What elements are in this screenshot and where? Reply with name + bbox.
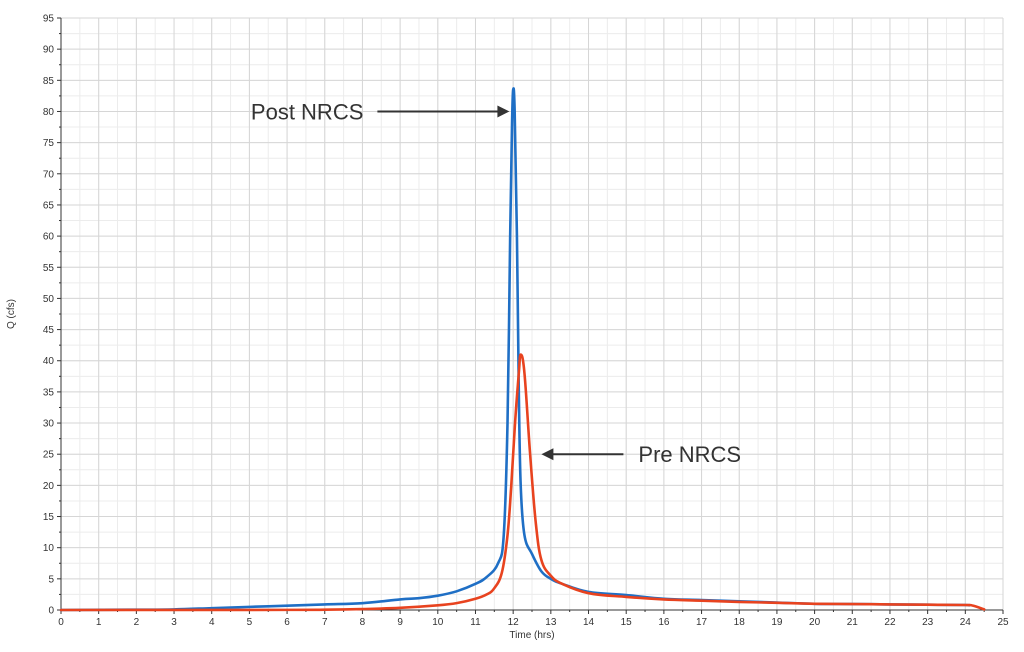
y-tick-label: 30	[43, 419, 55, 430]
x-tick-label: 23	[922, 617, 934, 628]
y-tick-label: 40	[43, 356, 55, 367]
x-tick-label: 6	[284, 617, 290, 628]
x-tick-label: 12	[508, 617, 520, 628]
x-tick-label: 16	[658, 617, 670, 628]
series-line-1	[59, 353, 986, 612]
x-tick-label: 14	[583, 617, 595, 628]
y-tick-label: 80	[43, 107, 55, 118]
y-tick-label: 35	[43, 387, 55, 398]
x-tick-label: 15	[621, 617, 633, 628]
x-tick-label: 4	[209, 617, 215, 628]
y-tick-label: 95	[43, 14, 55, 25]
y-tick-label: 0	[48, 606, 54, 617]
annotation-1: Pre NRCS	[541, 442, 741, 467]
annotation-label: Post NRCS	[251, 99, 363, 124]
annotation-arrowhead	[541, 448, 554, 461]
x-tick-label: 17	[696, 617, 708, 628]
y-tick-label: 75	[43, 138, 55, 149]
y-tick-label: 25	[43, 450, 55, 461]
x-tick-label: 7	[322, 617, 328, 628]
x-tick-label: 11	[470, 617, 481, 628]
y-tick-label: 45	[43, 325, 55, 336]
y-tick-label: 60	[43, 232, 55, 243]
x-tick-label: 0	[58, 617, 64, 628]
x-tick-label: 24	[960, 617, 972, 628]
y-tick-label: 50	[43, 294, 55, 305]
x-tick-label: 1	[96, 617, 102, 628]
y-axis-title: Q (cfs)	[6, 299, 17, 329]
y-tick-label: 15	[43, 512, 55, 523]
x-tick-label: 9	[397, 617, 403, 628]
y-tick-label: 65	[43, 200, 55, 211]
x-tick-label: 22	[884, 617, 896, 628]
x-tick-label: 2	[134, 617, 140, 628]
y-tick-label: 70	[43, 169, 55, 180]
x-tick-label: 19	[771, 617, 783, 628]
y-tick-label: 85	[43, 76, 55, 87]
x-tick-label: 21	[847, 617, 859, 628]
annotation-0: Post NRCS	[251, 99, 510, 124]
x-axis-title: Time (hrs)	[509, 630, 554, 641]
y-tick-labels: 0 5 10 15 20 25 30 35 40 45 50 55 60 65 70 75 80 85 90 95	[43, 14, 55, 617]
series-lines	[59, 87, 986, 612]
x-tick-label: 13	[545, 617, 557, 628]
y-tick-label: 55	[43, 263, 55, 274]
x-tick-label: 3	[171, 617, 177, 628]
y-tick-label: 90	[43, 45, 55, 56]
x-tick-label: 25	[997, 617, 1009, 628]
x-tick-label: 20	[809, 617, 821, 628]
x-tick-label: 8	[360, 617, 366, 628]
y-tick-label: 10	[43, 543, 55, 554]
x-tick-labels: 0 1 2 3 4 5 6 7 8 9 10 11 12 13 14 15 16 17 18 19 20 21 22 23 24…	[58, 617, 1009, 628]
x-tick-label: 18	[734, 617, 746, 628]
x-tick-label: 10	[432, 617, 444, 628]
y-tick-label: 5	[48, 574, 54, 585]
x-tick-label: 5	[247, 617, 253, 628]
y-tick-label: 20	[43, 481, 55, 492]
annotation-arrowhead	[497, 105, 510, 118]
annotations: Post NRCS Pre NRCS	[251, 99, 741, 467]
annotation-label: Pre NRCS	[638, 442, 741, 467]
